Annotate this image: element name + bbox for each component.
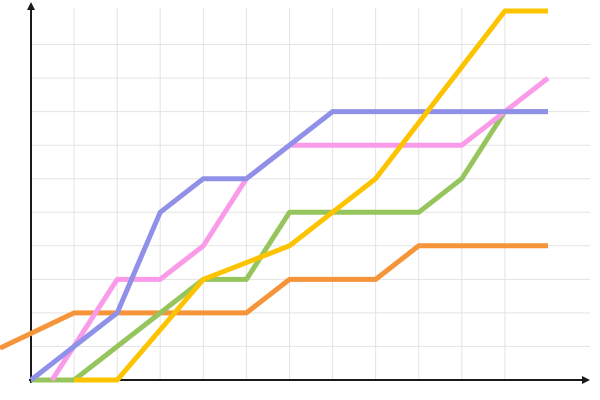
x-axis-arrowhead-icon xyxy=(582,376,590,384)
series-pink-line xyxy=(50,76,550,382)
series-green-line xyxy=(31,109,548,383)
axes xyxy=(27,2,590,384)
y-axis-arrowhead-icon xyxy=(27,2,35,10)
series-yellow-line xyxy=(74,8,548,383)
gridlines xyxy=(31,8,590,380)
series-blue-line xyxy=(29,109,548,382)
series-group xyxy=(0,8,550,383)
series-orange-line xyxy=(0,243,548,351)
